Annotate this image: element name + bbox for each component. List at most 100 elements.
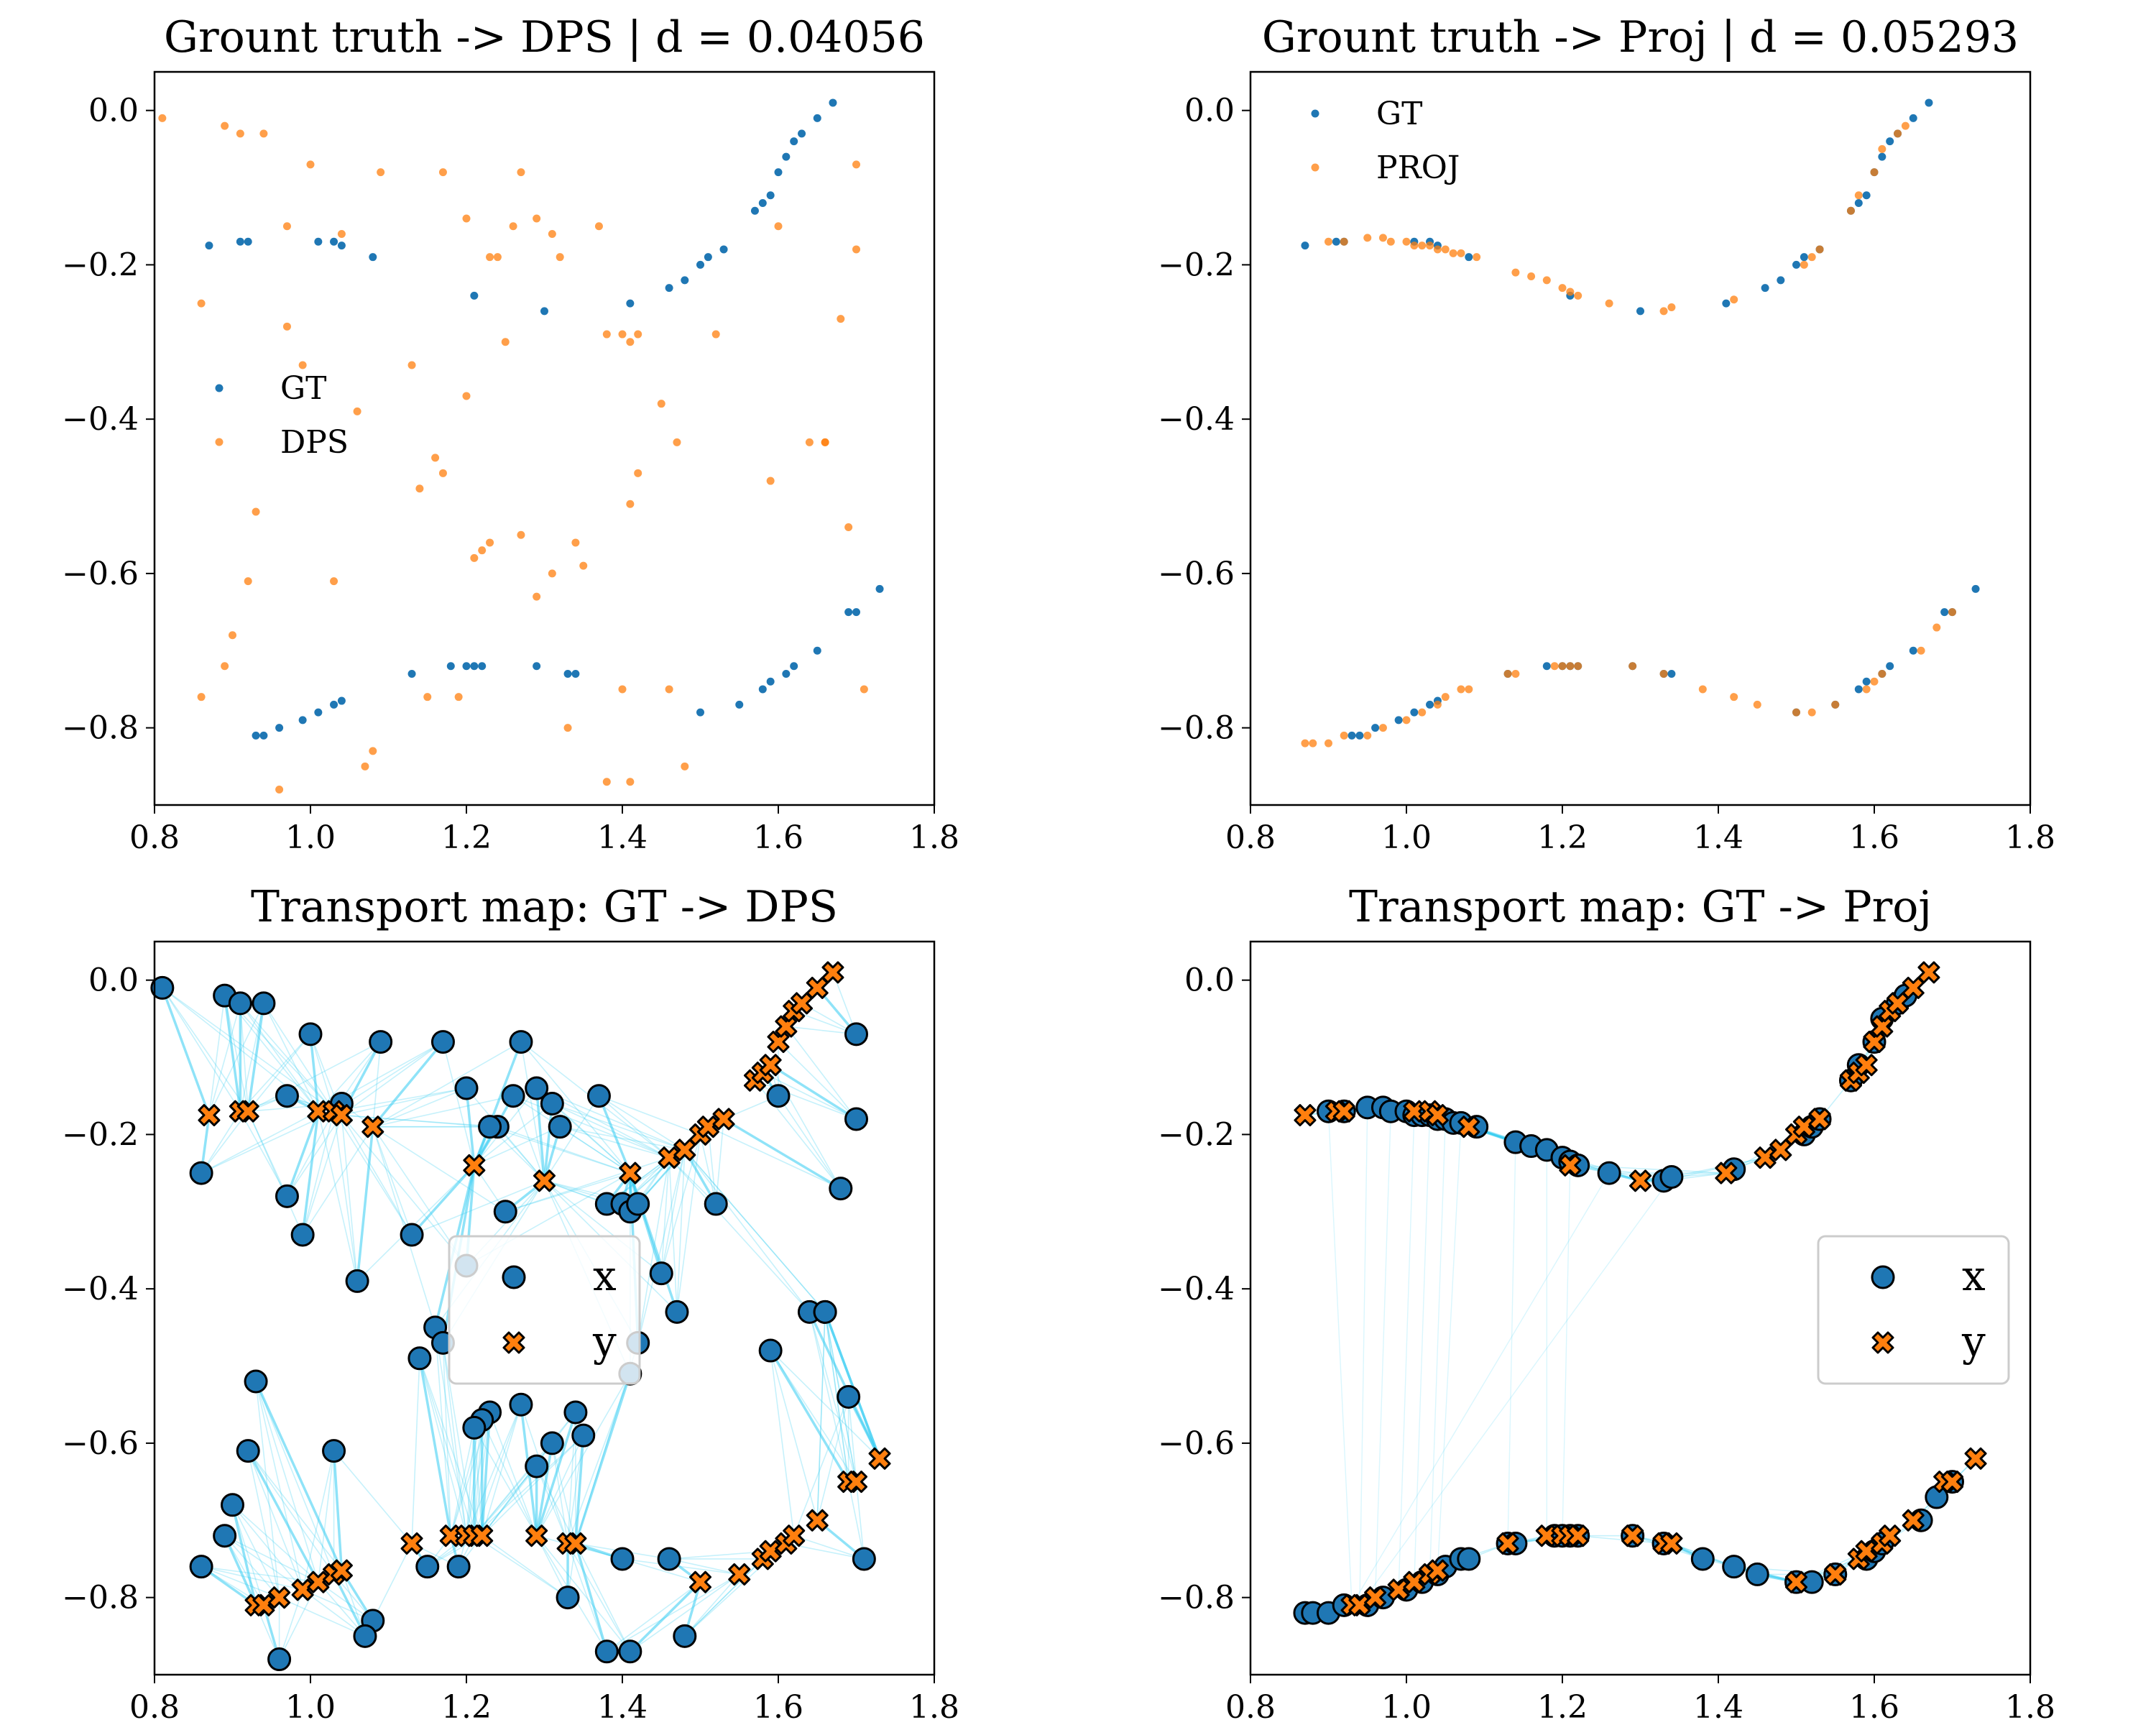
- panel-3: Transport map: GT -> DPS 0.8 1.0 1.2 1.4 1.6 1…: [62, 882, 959, 1725]
- gt-point: [844, 608, 853, 617]
- gt-point: [1862, 191, 1871, 200]
- pred-point: [1574, 291, 1583, 300]
- transport-edge: [567, 1435, 584, 1544]
- transport-edge: [630, 1573, 740, 1652]
- y-point: [1403, 1570, 1426, 1593]
- x-point: [844, 1022, 868, 1046]
- pred-point: [533, 214, 541, 223]
- transport-edge: [411, 1180, 545, 1236]
- y-point: [533, 1169, 556, 1192]
- pred-point: [852, 245, 860, 254]
- pred-point: [1870, 677, 1879, 686]
- transport-edge: [302, 1126, 374, 1236]
- pred-point: [415, 484, 424, 493]
- x-point: [454, 1076, 479, 1100]
- pred-point: [626, 338, 635, 346]
- transport-edge: [318, 1450, 335, 1583]
- transport-edge: [1359, 1177, 1672, 1606]
- transport-edge: [770, 1350, 857, 1483]
- gt-point: [1410, 708, 1419, 717]
- pred-point: [330, 577, 338, 586]
- transport-edge: [223, 995, 242, 1112]
- x-point: [571, 1423, 596, 1448]
- y-tick-label: −0.6: [62, 556, 139, 592]
- pred-point: [462, 214, 471, 223]
- transport-edge: [1351, 1172, 1610, 1606]
- pred-point: [1325, 739, 1332, 748]
- y-point: [198, 1104, 221, 1127]
- gt-point: [1854, 685, 1863, 694]
- transport-edge: [715, 1118, 724, 1205]
- transport-edge: [543, 1095, 600, 1182]
- pred-point: [1550, 662, 1559, 671]
- x-point: [189, 1555, 213, 1579]
- y-point: [1917, 961, 1940, 984]
- transport-edge: [278, 1589, 303, 1660]
- y-point: [775, 1015, 798, 1038]
- transport-edge: [372, 1041, 444, 1128]
- pred-point: [1815, 245, 1824, 254]
- pred-point: [1378, 234, 1387, 242]
- transport-edge: [333, 1111, 358, 1282]
- transport-edge: [606, 1573, 740, 1652]
- gt-point: [533, 662, 541, 671]
- pred-point: [533, 592, 541, 601]
- transport-edge: [684, 1149, 811, 1312]
- pred-point: [634, 469, 642, 477]
- x-point: [540, 1091, 564, 1116]
- x-point: [525, 1454, 549, 1478]
- pred-point: [486, 538, 494, 547]
- pred-point: [244, 577, 252, 586]
- gt-point: [766, 191, 775, 200]
- y-point: [1964, 1447, 1987, 1470]
- y-point: [1496, 1532, 1519, 1555]
- pred-point: [852, 160, 860, 169]
- transport-edge: [482, 1535, 568, 1598]
- transport-edge: [1437, 1123, 1462, 1571]
- transport-edge: [239, 1003, 319, 1112]
- pred-point: [517, 530, 525, 539]
- transport-edge: [551, 1103, 631, 1174]
- pred-point: [1363, 234, 1372, 242]
- legend-label-y: y: [592, 1317, 617, 1366]
- pred-point: [306, 160, 315, 169]
- pred-point: [837, 315, 845, 323]
- pred-point: [1340, 237, 1348, 246]
- pred-point: [1378, 724, 1387, 732]
- transport-edge: [255, 1381, 319, 1583]
- y-point: [1824, 1563, 1847, 1586]
- y-point: [1855, 1540, 1878, 1563]
- y-point: [1387, 1578, 1410, 1601]
- gt-point: [1465, 253, 1473, 262]
- gt-point: [314, 237, 323, 246]
- x-tick-label: 1.4: [597, 1689, 648, 1725]
- transport-edge: [224, 1535, 319, 1583]
- transport-edge: [660, 1149, 686, 1274]
- transport-edge: [505, 1156, 670, 1213]
- y-point: [252, 1593, 275, 1616]
- transport-edge: [567, 1543, 631, 1652]
- transport-edge: [419, 1358, 475, 1536]
- transport-edge: [201, 1110, 334, 1174]
- transport-edge: [333, 1087, 467, 1112]
- transport-edge: [201, 1110, 249, 1174]
- y-tick-label: −0.2: [62, 1116, 139, 1153]
- transport-edge: [512, 1095, 545, 1182]
- transport-edge: [481, 1420, 538, 1537]
- gt-point: [1542, 662, 1551, 671]
- transport-edge: [535, 1435, 584, 1537]
- x-tick-label: 0.8: [129, 1689, 180, 1725]
- y-point: [1629, 1169, 1651, 1192]
- y-point: [806, 1509, 829, 1532]
- gt-point: [337, 696, 346, 705]
- y-point: [806, 976, 829, 999]
- x-tick-label: 1.4: [597, 819, 648, 856]
- x-point: [657, 1547, 681, 1571]
- transport-edge: [411, 1358, 420, 1544]
- transport-edge: [201, 1110, 241, 1174]
- y-point: [1332, 1100, 1355, 1123]
- x-point: [525, 1076, 549, 1100]
- y-point: [673, 1138, 696, 1162]
- y-point: [1769, 1138, 1792, 1162]
